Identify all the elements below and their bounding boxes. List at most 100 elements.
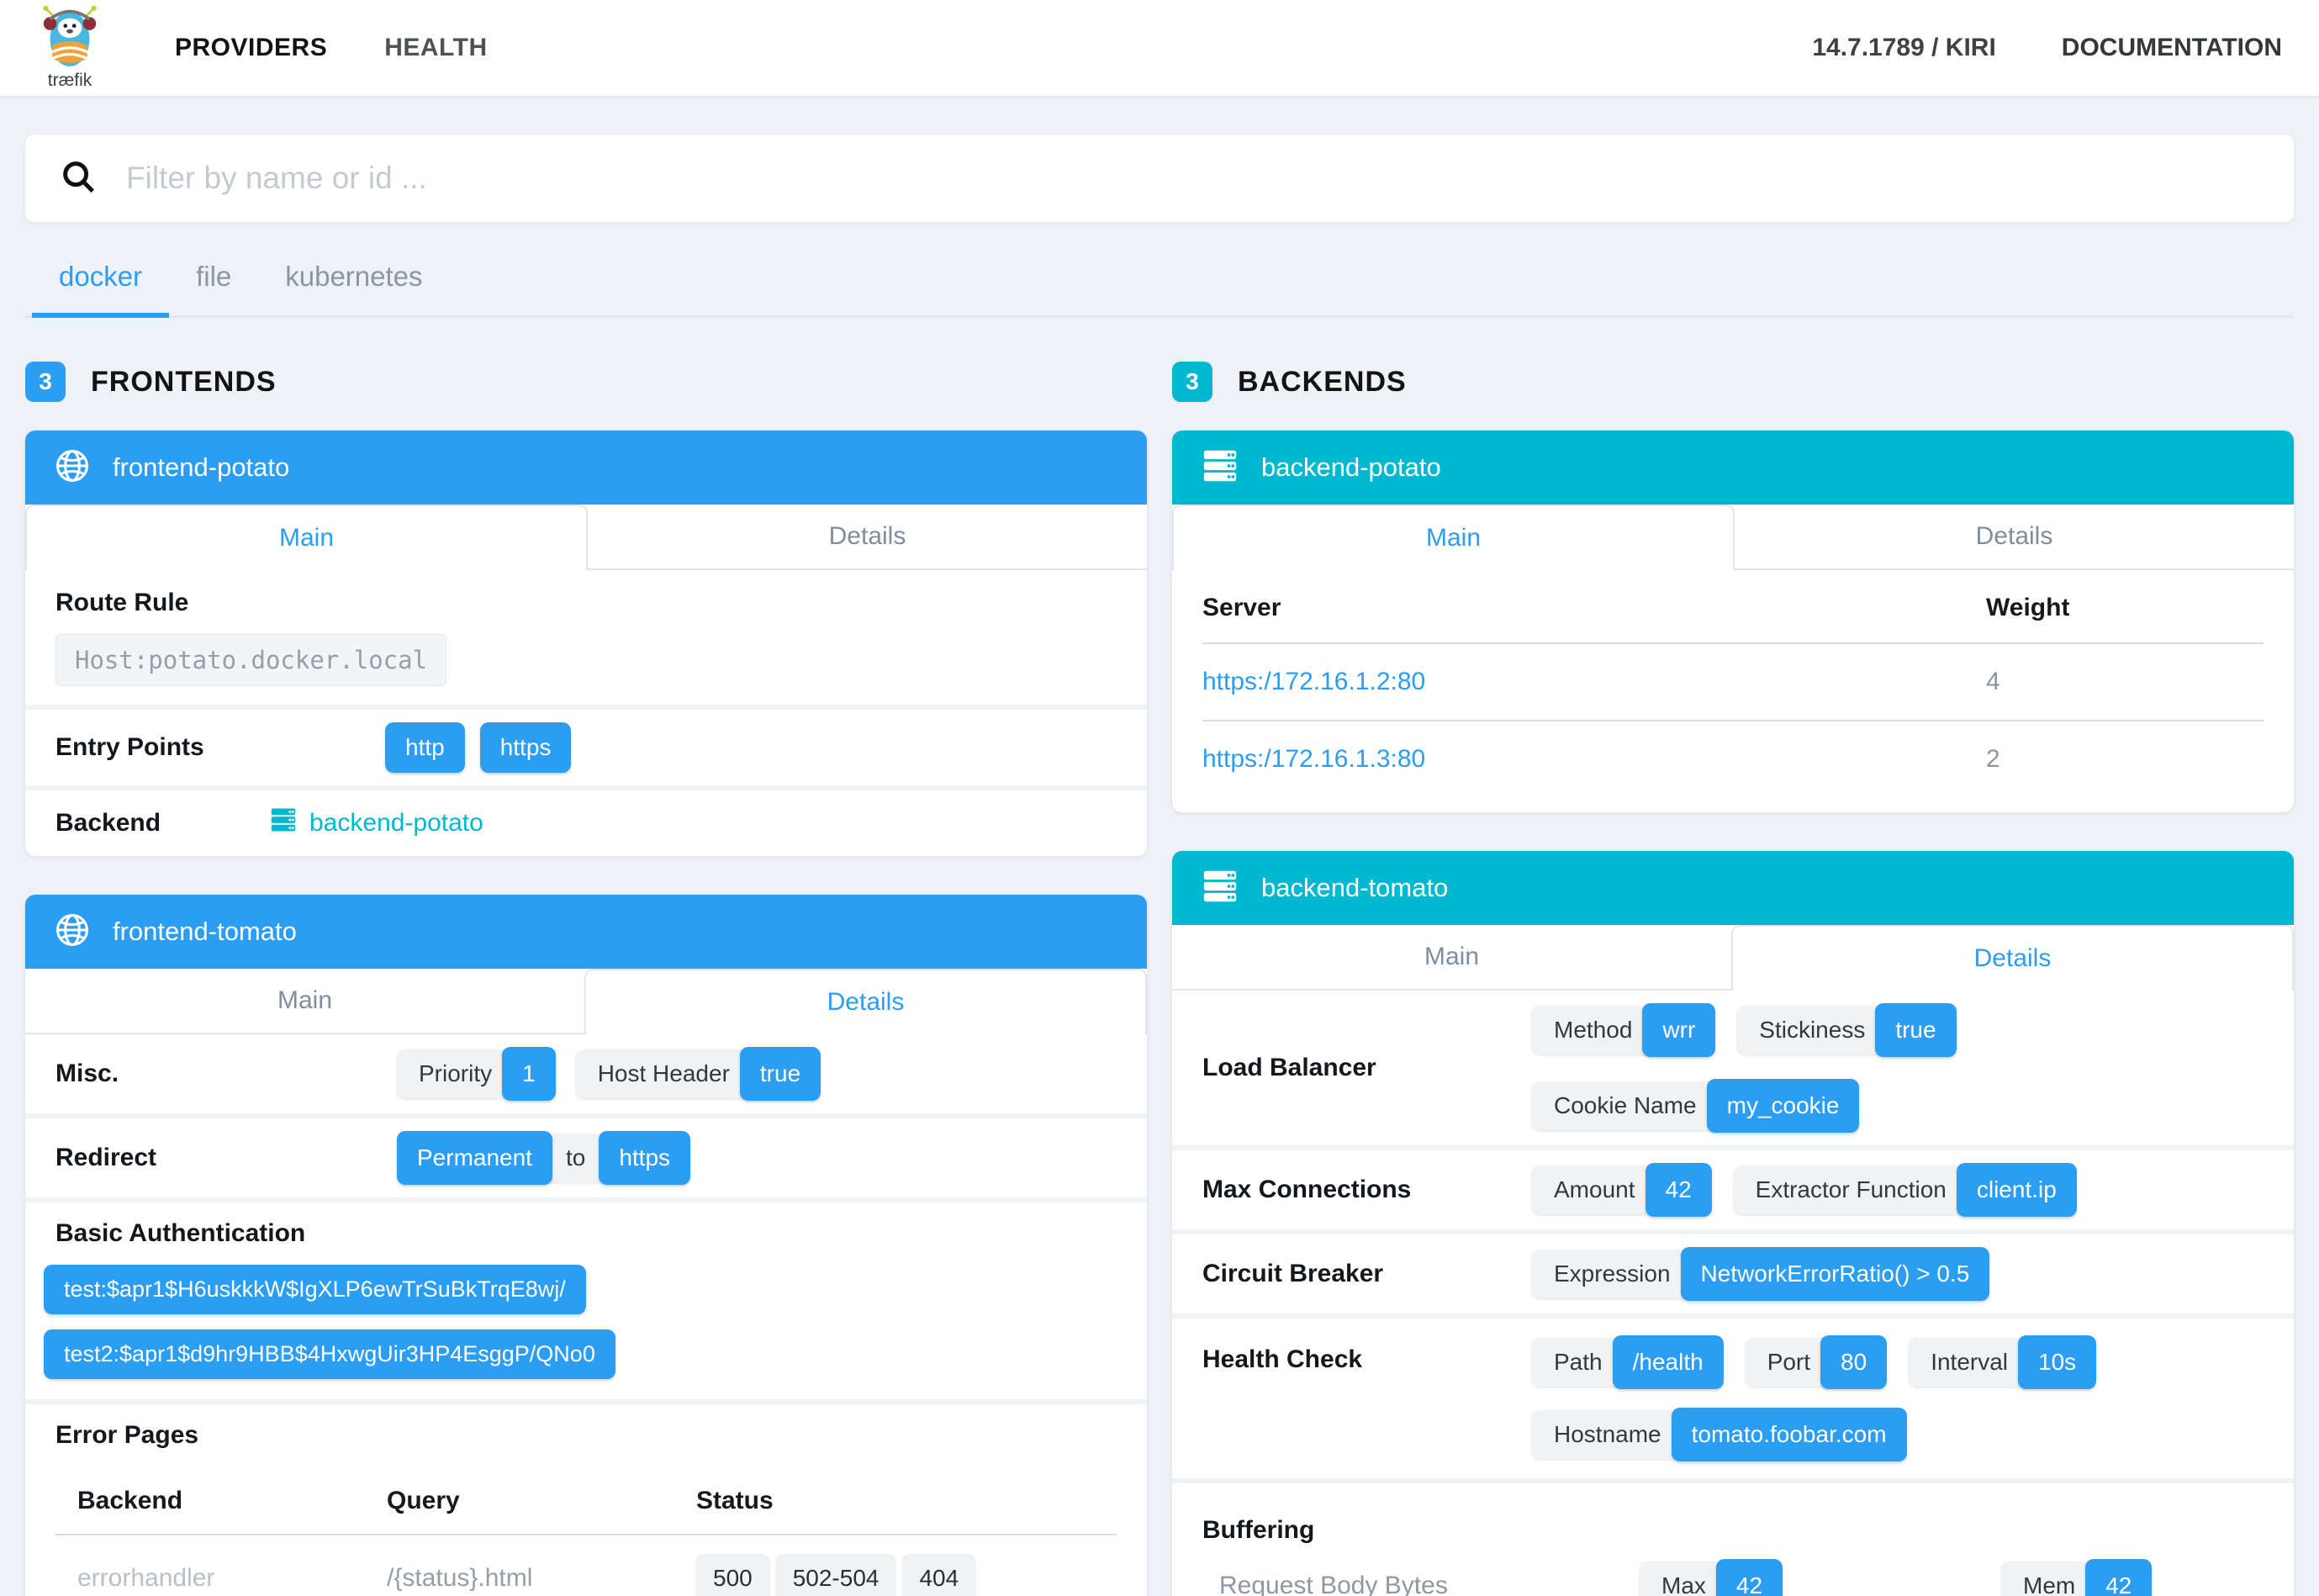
redirect-from: Permanent: [397, 1131, 552, 1185]
card-frontend-tomato-header: frontend-tomato: [25, 895, 1147, 969]
misc-row: Misc. Priority 1 Host Header true: [25, 1034, 1147, 1113]
route-rule-row: Route Rule Host:potato.docker.local: [25, 570, 1147, 705]
hostname-value: tomato.foobar.com: [1671, 1408, 1907, 1461]
backend-tomato-tab-main[interactable]: Main: [1172, 925, 1731, 991]
backends-title: BACKENDS: [1238, 365, 1407, 398]
request-mem-chip: Mem 42: [2001, 1559, 2264, 1596]
basic-auth-label: Basic Authentication: [55, 1219, 306, 1247]
globe-icon: [54, 447, 91, 489]
path-key: Path: [1532, 1338, 1624, 1387]
load-balancer-label: Load Balancer: [1202, 1054, 1376, 1081]
host-header-value: true: [739, 1047, 821, 1101]
navbar: træfik PROVIDERS HEALTH 14.7.1789 / KIRI…: [0, 0, 2319, 98]
nav-health-link[interactable]: HEALTH: [384, 34, 488, 61]
frontends-header: 3 FRONTENDS: [25, 362, 1147, 402]
card-backend-potato-header: backend-potato: [1172, 431, 2294, 505]
error-pages-table: Backend Query Status errorhandler /{stat…: [55, 1468, 1117, 1596]
buffering-section: Buffering Request Body Bytes Max 42 Mem …: [1172, 1478, 2294, 1596]
backend-row: Backend backend-potato: [25, 785, 1147, 856]
traefik-logo[interactable]: træfik: [37, 5, 103, 91]
servers-icon: [269, 806, 298, 841]
frontend-tomato-tab-details[interactable]: Details: [584, 969, 1147, 1034]
redirect-chip: Permanent to https: [397, 1131, 691, 1185]
max-key: Max: [1640, 1562, 1728, 1596]
max-value: 42: [1715, 1559, 1783, 1596]
redirect-label: Redirect: [55, 1144, 157, 1171]
amount-value: 42: [1645, 1163, 1712, 1217]
host-header-key: Host Header: [575, 1049, 752, 1098]
entry-point-chip: https: [479, 722, 572, 773]
error-pages-table-row: errorhandler /{status}.html 500 502-504 …: [55, 1534, 1117, 1596]
backend-potato-link[interactable]: backend-potato: [269, 806, 483, 841]
tab-kubernetes[interactable]: kubernetes: [285, 261, 423, 292]
route-rule-label: Route Rule: [55, 589, 189, 616]
expression-value: NetworkErrorRatio() > 0.5: [1680, 1247, 1990, 1301]
error-backend: errorhandler: [77, 1564, 215, 1592]
circuit-breaker-row: Circuit Breaker Expression NetworkErrorR…: [1172, 1229, 2294, 1313]
frontend-potato-name: frontend-potato: [113, 452, 290, 482]
frontend-potato-tab-details[interactable]: Details: [588, 505, 1147, 570]
backend-label: Backend: [55, 809, 161, 837]
max-connections-row: Max Connections Amount 42 Extractor Func…: [1172, 1145, 2294, 1229]
request-max-chip: Max 42: [1640, 1559, 2001, 1596]
priority-key: Priority: [397, 1049, 515, 1098]
backend-tomato-tab-details[interactable]: Details: [1731, 925, 2294, 991]
nav-providers-link[interactable]: PROVIDERS: [175, 34, 328, 61]
buffering-label: Buffering: [1202, 1516, 1315, 1544]
error-pages-label: Error Pages: [55, 1421, 199, 1449]
card-backend-tomato: backend-tomato Main Details Load Balance…: [1172, 851, 2294, 1596]
port-key: Port: [1745, 1338, 1833, 1387]
frontends-count-badge: 3: [25, 362, 66, 402]
load-balancer-row: Load Balancer Method wrr Stickiness true…: [1172, 991, 2294, 1145]
server-col-header: Server: [1202, 594, 1281, 621]
error-pages-row: Error Pages Backend Query Status errorha…: [25, 1399, 1147, 1596]
health-check-label: Health Check: [1202, 1345, 1363, 1373]
servers-table-header: Server Weight: [1202, 570, 2264, 642]
method-chip: Method wrr: [1532, 1003, 1716, 1057]
provider-tabs: docker file kubernetes: [25, 261, 2294, 318]
cookie-name-chip: Cookie Name my_cookie: [1532, 1079, 1860, 1133]
frontend-tomato-name: frontend-tomato: [113, 917, 297, 946]
extractor-function-key: Extractor Function: [1733, 1165, 1968, 1214]
stickiness-value: true: [1875, 1003, 1957, 1057]
servers-icon: [1201, 447, 1239, 489]
interval-chip: Interval 10s: [1909, 1335, 2097, 1389]
brand-name: træfik: [47, 70, 92, 90]
tab-docker[interactable]: docker: [32, 261, 170, 318]
card-frontend-potato-header: frontend-potato: [25, 431, 1147, 505]
host-header-chip: Host Header true: [575, 1047, 821, 1101]
server-row: https:/172.16.1.2:80 4: [1202, 642, 2264, 720]
frontend-potato-tab-main[interactable]: Main: [25, 505, 588, 570]
port-value: 80: [1820, 1335, 1888, 1389]
redirect-row: Redirect Permanent to https: [25, 1113, 1147, 1197]
cookie-name-key: Cookie Name: [1532, 1081, 1719, 1130]
amount-chip: Amount 42: [1532, 1163, 1712, 1217]
tab-file[interactable]: file: [196, 261, 232, 292]
basic-auth-chip: test2:$apr1$d9hr9HBB$4HxwgUir3HP4EsggP/Q…: [44, 1329, 615, 1379]
server-url-link[interactable]: https:/172.16.1.3:80: [1202, 745, 1426, 773]
traefik-gopher-icon: [37, 5, 103, 74]
frontend-tomato-tab-main[interactable]: Main: [25, 969, 584, 1034]
cookie-name-value: my_cookie: [1706, 1079, 1860, 1133]
servers-icon: [1201, 867, 1239, 910]
expression-key: Expression: [1532, 1250, 1693, 1298]
version-label: 14.7.1789 / KIRI: [1812, 34, 1996, 61]
mem-key: Mem: [2001, 1562, 2098, 1596]
server-url-link[interactable]: https:/172.16.1.2:80: [1202, 668, 1426, 695]
server-weight: 2: [1986, 745, 2000, 773]
error-col-status: Status: [696, 1487, 774, 1514]
search-icon: [59, 157, 126, 200]
filter-input[interactable]: [126, 161, 2260, 196]
frontends-column: 3 FRONTENDS frontend-potato Main De: [25, 362, 1147, 1596]
backend-potato-tab-main[interactable]: Main: [1172, 505, 1735, 570]
mem-value: 42: [2085, 1559, 2153, 1596]
backends-header: 3 BACKENDS: [1172, 362, 2294, 402]
stickiness-key: Stickiness: [1737, 1006, 1888, 1054]
entry-points-label: Entry Points: [55, 733, 204, 761]
error-query: /{status}.html: [387, 1564, 533, 1592]
frontends-title: FRONTENDS: [91, 365, 277, 398]
backend-potato-tab-details[interactable]: Details: [1735, 505, 2294, 570]
path-chip: Path /health: [1532, 1335, 1724, 1389]
nav-documentation-link[interactable]: DOCUMENTATION: [2061, 34, 2282, 61]
server-weight: 4: [1986, 668, 2000, 695]
